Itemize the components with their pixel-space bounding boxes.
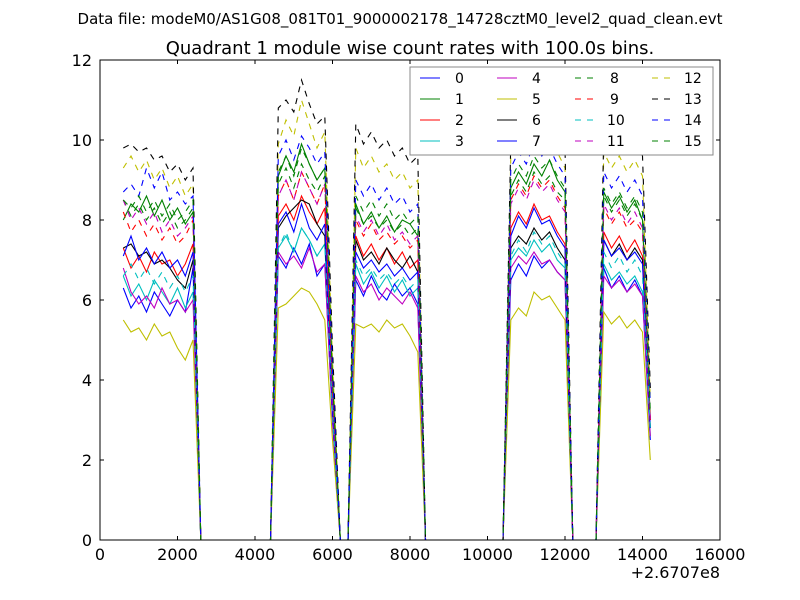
x-tick-label: 12000: [540, 545, 591, 564]
legend-label: 9: [610, 92, 619, 108]
legend-item-14: 14: [652, 113, 702, 129]
chart-title: Quadrant 1 module wise count rates with …: [166, 38, 655, 59]
legend-label: 0: [455, 71, 464, 87]
legend-item-4: 4: [497, 71, 541, 87]
legend-item-3: 3: [420, 134, 464, 150]
legend-label: 14: [684, 113, 702, 129]
series-line-14: [122, 134, 651, 541]
y-tick-label: 4: [82, 371, 92, 390]
y-tick-label: 2: [82, 451, 92, 470]
legend-item-2: 2: [420, 113, 464, 129]
y-tick-label: 8: [82, 211, 92, 230]
legend-label: 13: [684, 92, 702, 108]
legend-label: 8: [610, 71, 619, 87]
legend-label: 1: [455, 92, 464, 108]
legend-label: 12: [684, 71, 702, 87]
x-tick-label: 14000: [617, 545, 668, 564]
legend-label: 11: [607, 134, 625, 150]
legend-label: 15: [684, 134, 702, 150]
legend-item-1: 1: [420, 92, 464, 108]
legend-label: 2: [455, 113, 464, 129]
legend-label: 6: [532, 113, 541, 129]
series-line-15: [122, 146, 651, 541]
legend-item-8: 8: [575, 71, 619, 87]
legend-item-7: 7: [497, 134, 541, 150]
x-tick-label: 4000: [235, 545, 276, 564]
x-tick-label: 0: [95, 545, 105, 564]
legend-box: [409, 66, 714, 156]
legend-item-6: 6: [497, 113, 541, 129]
legend-item-9: 9: [575, 92, 619, 108]
legend-item-12: 12: [652, 71, 702, 87]
legend-item-5: 5: [497, 92, 541, 108]
legend-label: 7: [532, 134, 541, 150]
x-tick-label: 10000: [462, 545, 513, 564]
legend-label: 5: [532, 92, 541, 108]
legend-item-13: 13: [652, 92, 702, 108]
y-tick-label: 6: [82, 291, 92, 310]
y-tick-label: 0: [82, 531, 92, 550]
legend-item-10: 10: [575, 113, 625, 129]
y-tick-label: 10: [72, 131, 92, 150]
legend-item-15: 15: [652, 134, 702, 150]
legend-label: 3: [455, 134, 464, 150]
x-tick-label: 8000: [390, 545, 431, 564]
legend-label: 10: [607, 113, 625, 129]
x-tick-label: 16000: [695, 545, 746, 564]
x-tick-label: 6000: [312, 545, 353, 564]
axis-ticks: 0 2000 4000 6000 8000 10000 12000 14000 16000 0 2 4…: [72, 51, 746, 564]
legend-label: 4: [532, 71, 541, 87]
legend-item-0: 0: [420, 71, 464, 87]
legend-item-11: 11: [575, 134, 625, 150]
data-file-title: Data file: modeM0/AS1G08_081T01_90000021…: [78, 10, 723, 29]
x-tick-label: 2000: [157, 545, 198, 564]
x-offset-label: +2.6707e8: [631, 563, 720, 582]
y-tick-label: 12: [72, 51, 92, 70]
